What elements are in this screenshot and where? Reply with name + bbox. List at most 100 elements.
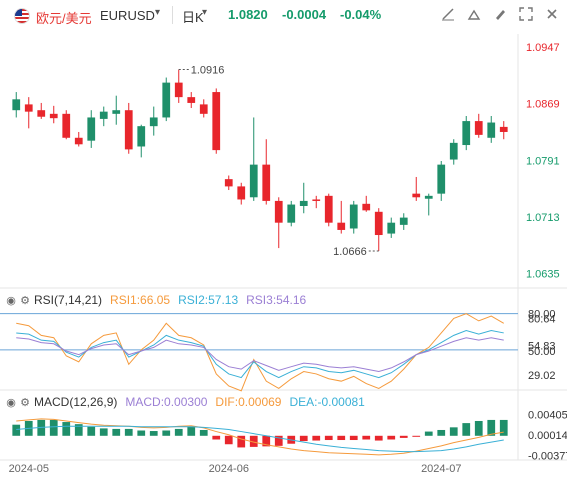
macd-value: MACD:0.00300	[125, 395, 208, 409]
dea-value: DEA:-0.00081	[289, 395, 365, 409]
candle-body	[437, 164, 446, 194]
price-tick-label: 1.0947	[526, 42, 560, 54]
candle-body	[337, 222, 346, 230]
symbol-name[interactable]: 欧元/美元	[36, 11, 92, 26]
time-tick-label: 2024-06	[209, 463, 249, 475]
rsi3-value: RSI3:54.16	[246, 293, 307, 307]
dea-line	[16, 425, 504, 453]
candle-body	[374, 211, 383, 236]
rsi-tick-label: 54.83	[528, 341, 556, 353]
candle-body	[349, 204, 358, 229]
macd-histogram-bar	[487, 419, 496, 436]
macd-histogram-bar	[362, 435, 371, 440]
macd-label: MACD(12,26,9)	[34, 395, 118, 409]
candle-body	[237, 186, 246, 200]
macd-histogram-bar	[74, 424, 83, 436]
candle-body	[162, 82, 171, 118]
candle-body	[462, 121, 471, 146]
macd-histogram-bar	[287, 435, 296, 444]
rsi-tick-label: 29.02	[528, 370, 556, 382]
eye-icon[interactable]: ◉	[6, 396, 16, 409]
chevron-down-icon[interactable]: ▾	[155, 7, 161, 18]
candle-body	[487, 122, 496, 138]
macd-histogram-bar	[224, 435, 233, 445]
macd-histogram-bar	[262, 435, 271, 447]
candle-body	[112, 110, 121, 114]
rsi2-line	[16, 330, 504, 379]
candle-body	[87, 117, 96, 141]
gear-icon[interactable]: ⚙	[20, 294, 30, 307]
candle-body	[12, 99, 21, 111]
candle-body	[124, 110, 133, 150]
candle-body	[499, 126, 508, 132]
macd-histogram-bar	[312, 435, 321, 441]
candle-body	[299, 200, 308, 206]
price-tick-label: 1.0869	[526, 99, 560, 111]
flag-icon	[14, 8, 30, 24]
rsi-legend: ◉ ⚙ RSI(7,14,21) RSI1:66.05 RSI2:57.13 R…	[4, 292, 306, 308]
macd-histogram-bar	[87, 426, 96, 436]
macd-histogram-bar	[374, 435, 383, 441]
macd-histogram-bar	[387, 435, 396, 440]
rsi3-line	[16, 337, 504, 373]
fullscreen-icon[interactable]	[518, 7, 534, 23]
rsi-tick-label: 80.00	[528, 309, 556, 321]
candle-body	[174, 82, 183, 98]
candle-body	[287, 204, 296, 223]
rsi2-value: RSI2:57.13	[178, 293, 239, 307]
candle-body	[24, 104, 33, 112]
price-tick-label: 1.0791	[526, 155, 560, 167]
macd-histogram-bar	[462, 423, 471, 436]
measure-tool-icon[interactable]	[466, 7, 482, 23]
price-change-percent: -0.04%	[340, 7, 382, 22]
brush-tool-icon[interactable]	[492, 7, 508, 23]
candle-body	[249, 164, 258, 198]
candle-body	[312, 199, 321, 201]
macd-histogram-bar	[399, 435, 408, 438]
macd-histogram-bar	[49, 419, 58, 436]
macd-histogram-bar	[249, 435, 258, 447]
last-price: 1.0820	[228, 7, 268, 22]
candle-body	[262, 164, 271, 201]
macd-histogram-bar	[212, 435, 221, 440]
candle-body	[99, 111, 108, 119]
candle-body	[224, 179, 233, 187]
macd-histogram-bar	[337, 435, 346, 441]
candle-body	[412, 193, 421, 198]
candle-body	[49, 113, 58, 119]
eye-icon[interactable]: ◉	[6, 294, 16, 307]
macd-histogram-bar	[499, 419, 508, 436]
macd-histogram-bar	[349, 435, 358, 441]
high-annotation: 1.0916	[191, 65, 225, 77]
candle-body	[474, 121, 483, 135]
macd-tick-label: 0.00014	[528, 430, 567, 442]
macd-histogram-bar	[437, 429, 446, 436]
macd-histogram-bar	[62, 422, 71, 436]
period-selector[interactable]: 日K	[182, 10, 204, 25]
candle-body	[449, 142, 458, 160]
macd-histogram-bar	[99, 428, 108, 436]
macd-histogram-bar	[24, 420, 33, 436]
candle-body	[424, 195, 433, 199]
macd-histogram-bar	[474, 420, 483, 436]
macd-histogram-bar	[187, 426, 196, 436]
candle-body	[187, 97, 196, 103]
macd-histogram-bar	[149, 431, 158, 436]
rsi-tick-label: 80.64	[528, 313, 556, 325]
macd-tick-label: 0.00405	[528, 409, 567, 421]
rsi1-line	[16, 313, 505, 392]
macd-histogram-bar	[412, 435, 421, 437]
symbol-code[interactable]: EURUSD	[100, 8, 155, 23]
macd-histogram-bar	[299, 435, 308, 442]
candle-body	[324, 195, 333, 223]
rsi-tick-label: 50.00	[528, 346, 556, 358]
chevron-down-icon[interactable]: ▾	[202, 7, 208, 18]
gear-icon[interactable]: ⚙	[20, 396, 30, 409]
price-tick-label: 1.0635	[526, 268, 560, 280]
dif-value: DIF:0.00069	[215, 395, 282, 409]
time-tick-label: 2024-07	[421, 463, 461, 475]
macd-histogram-bar	[112, 428, 121, 436]
macd-histogram-bar	[199, 429, 208, 436]
close-icon[interactable]	[544, 7, 560, 23]
line-tool-icon[interactable]	[440, 7, 456, 23]
